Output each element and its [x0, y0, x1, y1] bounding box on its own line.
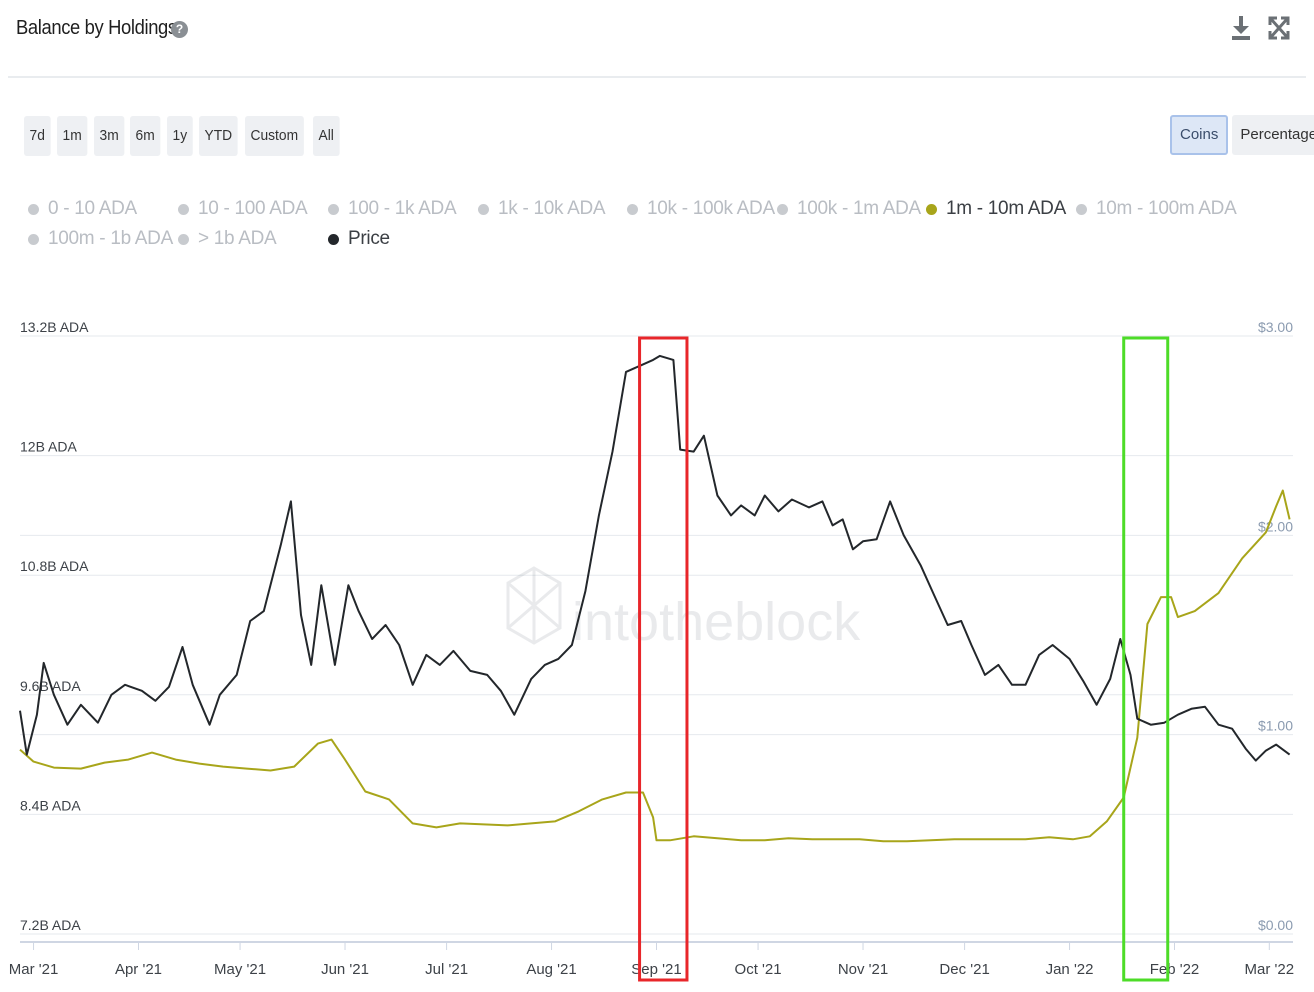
y-tick-label-right: $3.00: [1258, 319, 1293, 335]
widget-title: Balance by Holdings: [16, 17, 177, 39]
watermark-text: intotheblock: [572, 592, 861, 652]
x-tick-label: Feb '22: [1150, 961, 1200, 978]
highlight-boxes: [638, 336, 1170, 982]
y-tick-label-left: 12B ADA: [20, 439, 77, 455]
balance-line-1m-10m: [19, 489, 1291, 843]
y-tick-label-left: 8.4B ADA: [20, 797, 81, 813]
legend-dot: [777, 203, 788, 215]
legend-item-100-1k[interactable]: 100 - 1k ADA: [328, 198, 457, 220]
y-tick-label-left: 7.2B ADA: [20, 917, 81, 933]
legend-label: 10k - 100k ADA: [647, 198, 775, 219]
header-divider: [8, 76, 1306, 78]
range-7d-button[interactable]: 7d: [24, 116, 51, 156]
question-circle-icon[interactable]: ?: [171, 21, 188, 38]
x-tick-label: Mar '22: [1245, 961, 1295, 978]
legend-dot: [627, 203, 638, 215]
x-tick-label: Apr '21: [115, 961, 162, 978]
legend-item-0-10[interactable]: 0 - 10 ADA: [28, 198, 137, 220]
legend-item-price[interactable]: Price: [328, 228, 390, 250]
mode-toggle: Coins Percentage: [1170, 115, 1314, 155]
legend-label: 100m - 1b ADA: [48, 228, 173, 249]
range-6m-button[interactable]: 6m: [130, 116, 161, 156]
expand-icon[interactable]: [1266, 14, 1292, 42]
y-axis-right: $0.00 $1.00 $2.00 $3.00: [1258, 319, 1293, 933]
legend-dot: [1076, 203, 1087, 215]
x-tick-label: Jun '21: [321, 961, 369, 978]
range-1y-button[interactable]: 1y: [167, 116, 193, 156]
x-tick-label: Nov '21: [838, 961, 888, 978]
download-icon[interactable]: [1228, 14, 1254, 42]
x-tick-label: Aug '21: [526, 961, 576, 978]
legend-item-100m-1b[interactable]: 100m - 1b ADA: [28, 228, 173, 250]
range-ytd-button[interactable]: YTD: [199, 116, 238, 156]
legend-dot: [28, 233, 39, 245]
x-tick-label: Mar '21: [9, 961, 59, 978]
legend-item-10-100[interactable]: 10 - 100 ADA: [178, 198, 308, 220]
legend-dot: [926, 203, 937, 215]
x-tick-label: Jan '22: [1046, 961, 1094, 978]
legend-label: 1k - 10k ADA: [498, 198, 606, 219]
price-line: [19, 354, 1291, 762]
legend-item-100k-1m[interactable]: 100k - 1m ADA: [777, 198, 921, 220]
legend-item-1k-10k[interactable]: 1k - 10k ADA: [478, 198, 606, 220]
y-tick-label-left: 10.8B ADA: [20, 558, 89, 574]
legend-dot: [328, 203, 339, 215]
legend-dot: [178, 233, 189, 245]
range-1m-button[interactable]: 1m: [56, 116, 87, 156]
legend-item-1m-10m[interactable]: 1m - 10m ADA: [926, 198, 1066, 220]
y-tick-label-right: $2.00: [1258, 518, 1293, 534]
legend-label: 0 - 10 ADA: [48, 198, 137, 219]
y-tick-label-right: $1.00: [1258, 718, 1293, 734]
x-tick-label: Jul '21: [425, 961, 468, 978]
x-axis: Mar '21 Apr '21 May '21 Jun '21 Jul '21 Aug '…: [9, 942, 1294, 978]
x-tick-label: Oct '21: [735, 961, 782, 978]
watermark: intotheblock: [506, 566, 861, 652]
legend-label: 100 - 1k ADA: [348, 198, 457, 219]
legend-dot: [328, 233, 339, 245]
legend-label: 1m - 10m ADA: [946, 198, 1066, 219]
range-all-button[interactable]: All: [312, 116, 340, 156]
series-layer: [19, 354, 1291, 843]
legend-item-10k-100k[interactable]: 10k - 100k ADA: [627, 198, 775, 220]
y-tick-label-left: 13.2B ADA: [20, 319, 89, 335]
percentage-button[interactable]: Percentage: [1232, 115, 1314, 155]
range-custom-button[interactable]: Custom: [245, 116, 304, 156]
legend-label: 100k - 1m ADA: [797, 198, 921, 219]
legend-item-10m-100m[interactable]: 10m - 100m ADA: [1076, 198, 1237, 220]
legend-label: 10 - 100 ADA: [198, 198, 308, 219]
legend-dot: [178, 203, 189, 215]
legend-dot: [28, 203, 39, 215]
y-tick-label-right: $0.00: [1258, 917, 1293, 933]
legend-label: Price: [348, 228, 390, 249]
time-range-selector: 7d 1m 3m 6m 1y YTD Custom All: [24, 116, 341, 156]
range-3m-button[interactable]: 3m: [93, 116, 124, 156]
highlight-box-green: [1122, 336, 1170, 982]
highlight-box-red: [638, 336, 689, 982]
x-tick-label: May '21: [214, 961, 266, 978]
legend-dot: [478, 203, 489, 215]
legend-item-over-1b[interactable]: > 1b ADA: [178, 228, 277, 250]
legend-label: > 1b ADA: [198, 228, 277, 249]
legend-label: 10m - 100m ADA: [1096, 198, 1237, 219]
x-tick-label: Dec '21: [939, 961, 989, 978]
widget-header: Balance by Holdings ?: [0, 0, 1314, 78]
x-tick-label: Sep '21: [631, 961, 681, 978]
coins-button[interactable]: Coins: [1170, 115, 1229, 155]
